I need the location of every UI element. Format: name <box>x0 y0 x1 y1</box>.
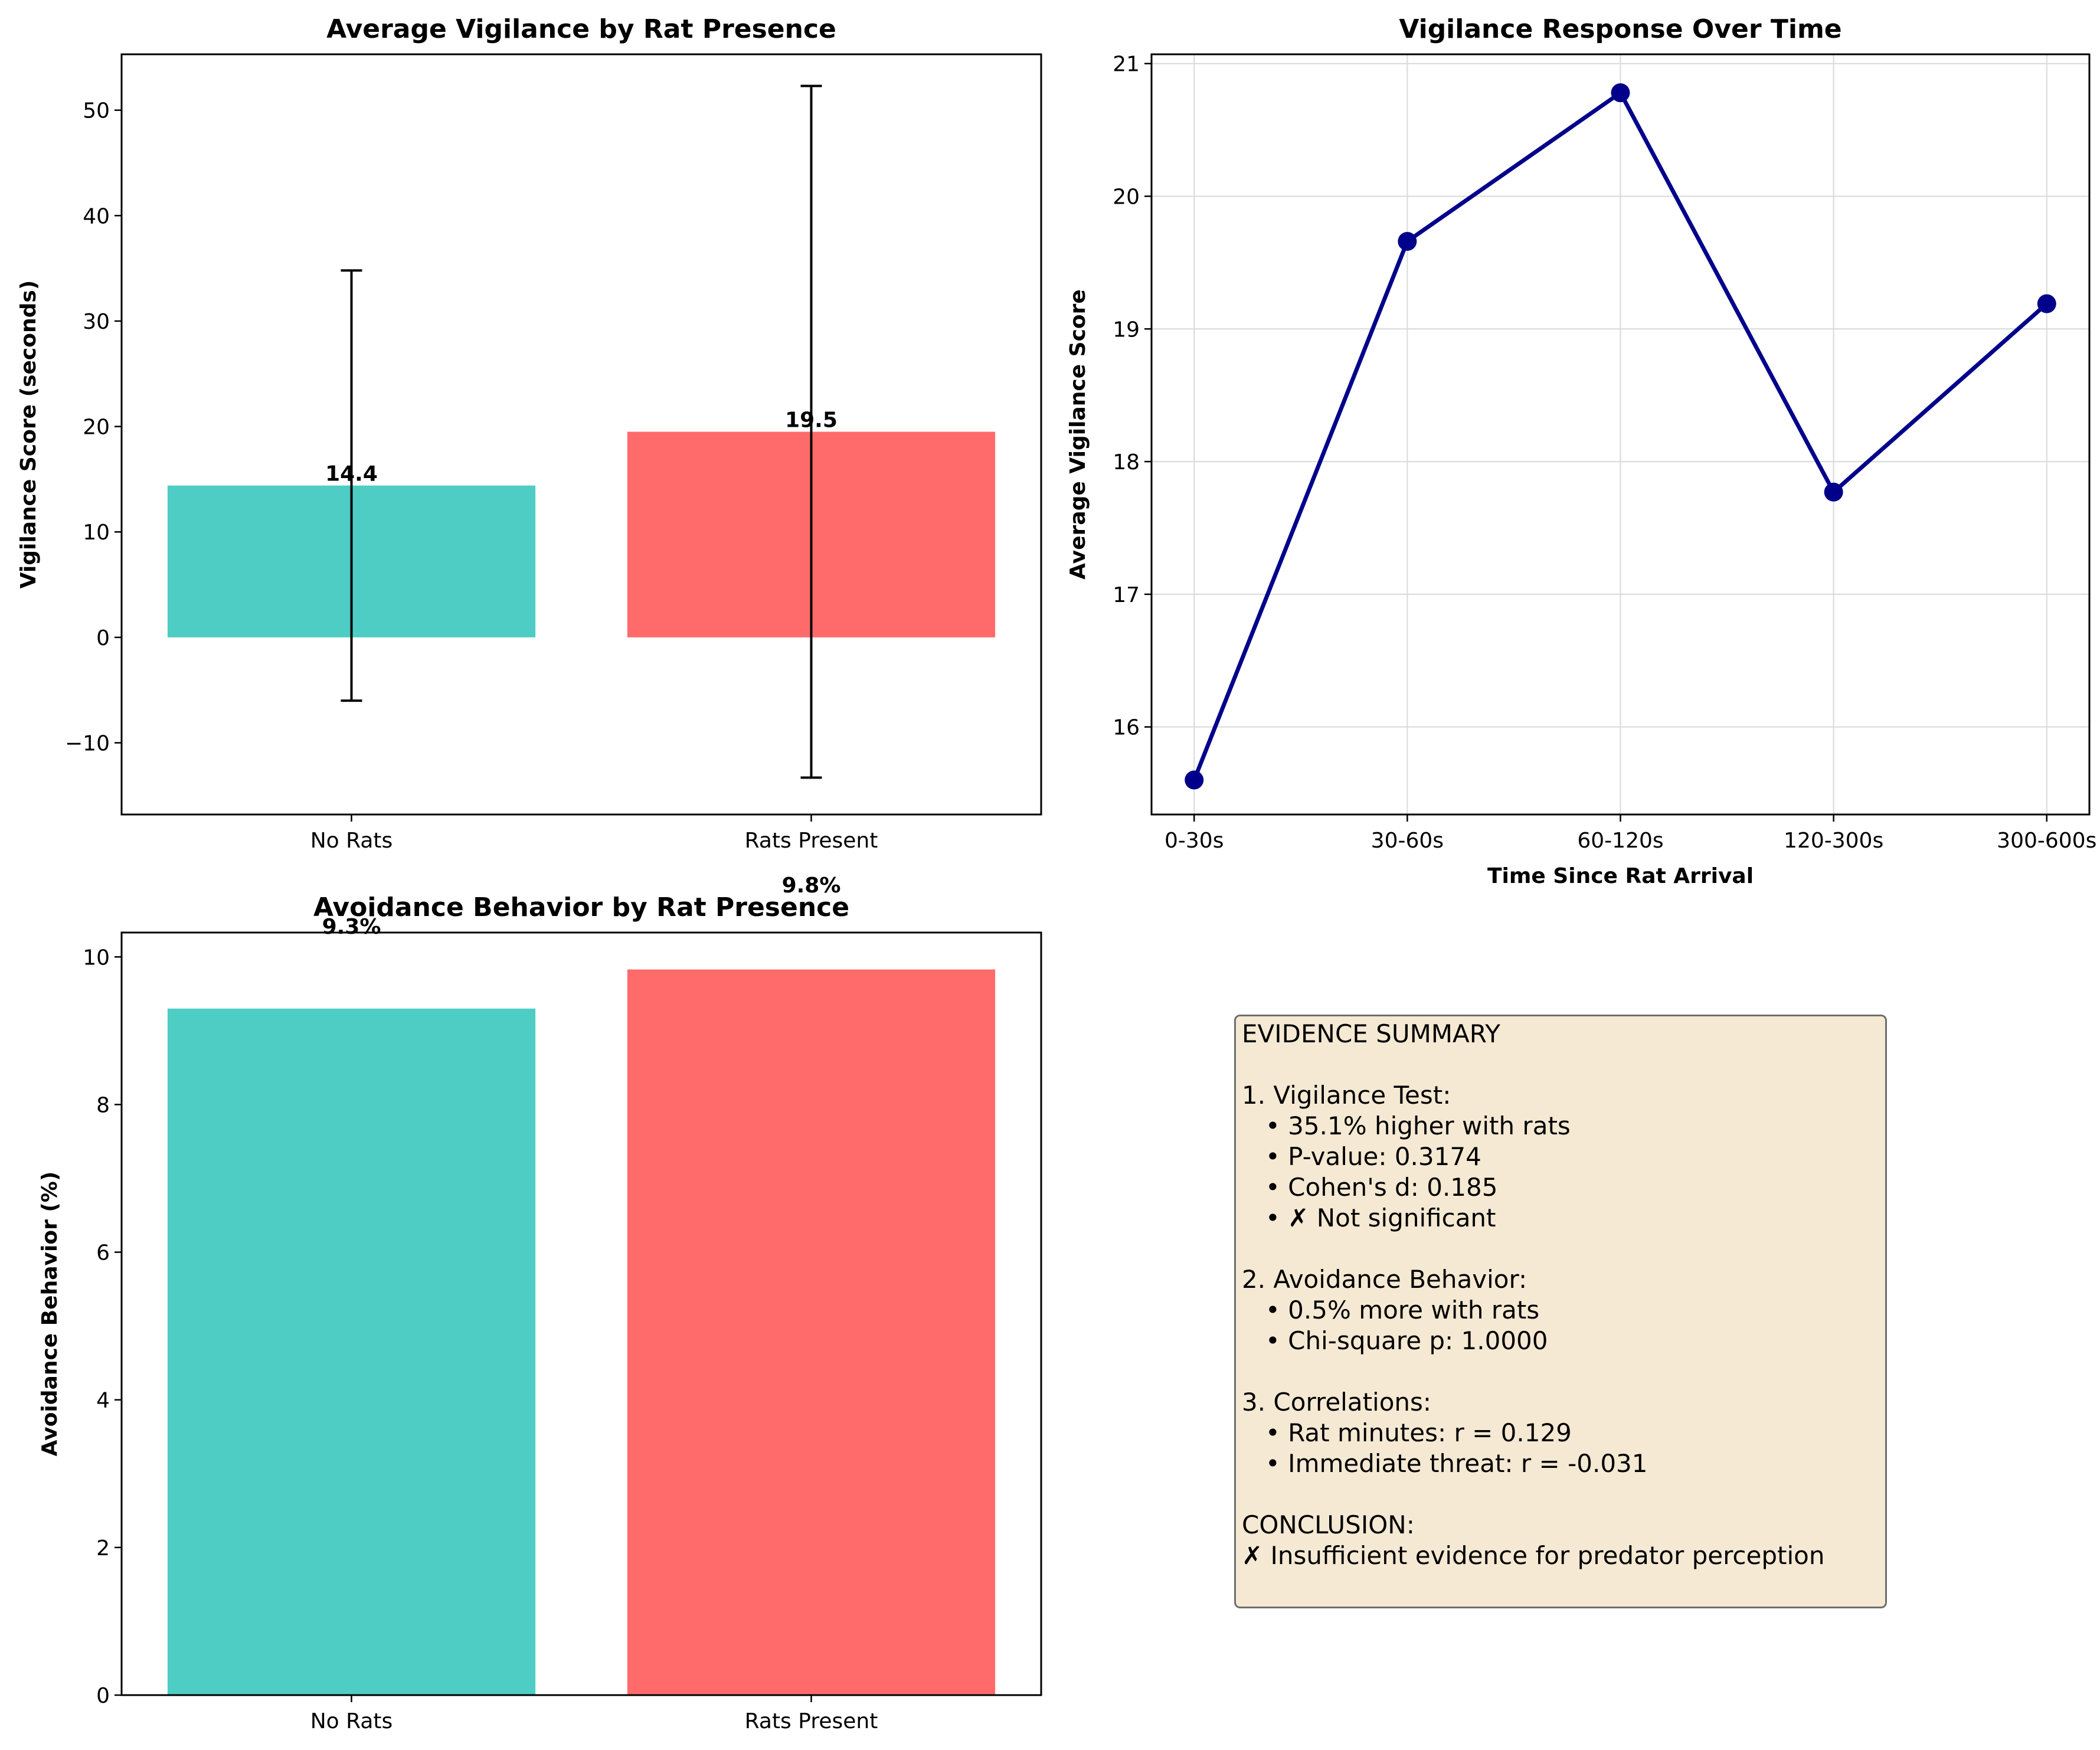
summary-line: • Chi-square p: 1.0000 <box>1242 1326 1548 1355</box>
x-tick-label: 60-120s <box>1577 829 1663 853</box>
y-tick-label: 6 <box>96 1241 110 1265</box>
plot-frame <box>120 931 1042 1696</box>
summary-line: • P-value: 0.3174 <box>1242 1142 1481 1171</box>
data-point <box>1824 482 1843 502</box>
summary-line: • Rat minutes: r = 0.129 <box>1242 1418 1572 1447</box>
summary-line: • 35.1% higher with rats <box>1242 1111 1571 1140</box>
y-tick-label: 10 <box>83 946 110 970</box>
summary-line <box>1242 1356 1879 1387</box>
y-tick-label: 8 <box>96 1093 110 1117</box>
y-tick-label: 40 <box>83 204 110 228</box>
y-axis-label: Vigilance Score (seconds) <box>17 280 41 589</box>
summary-line: • Cohen's d: 0.185 <box>1242 1173 1498 1202</box>
summary-line: 3. Correlations: <box>1242 1388 1432 1417</box>
chart-title: Avoidance Behavior by Rat Presence <box>313 892 849 923</box>
bar <box>627 969 996 1695</box>
summary-line: ✗ Insufficient evidence for predator per… <box>1242 1541 1825 1570</box>
summary-line <box>1242 1049 1879 1080</box>
summary-line: 1. Vigilance Test: <box>1242 1081 1451 1110</box>
data-point <box>1185 770 1204 790</box>
y-tick-label: 4 <box>96 1389 110 1413</box>
y-tick-label: −10 <box>65 732 110 756</box>
summary-line <box>1242 1479 1879 1510</box>
y-tick-label: 21 <box>1113 53 1140 77</box>
data-point <box>1611 83 1630 103</box>
summary-line: • ✗ Not significant <box>1242 1203 1496 1232</box>
y-tick-label: 0 <box>96 1684 110 1708</box>
x-tick-label: Rats Present <box>745 1709 878 1733</box>
bar <box>167 1008 536 1695</box>
vigilance-time-line-chart: Vigilance Response Over Time Average Vigi… <box>1066 14 2096 888</box>
y-tick-label: 0 <box>96 626 110 650</box>
x-tick-label: 120-300s <box>1784 829 1883 853</box>
summary-line: 2. Avoidance Behavior: <box>1242 1265 1527 1294</box>
x-tick-label: 0-30s <box>1165 829 1224 853</box>
avoidance-bar-chart: Avoidance Behavior (%) 0 2 4 6 8 10 9.3% 9.8% No … <box>38 874 1042 1733</box>
x-tick-label: No Rats <box>310 829 393 853</box>
summary-line: • 0.5% more with rats <box>1242 1296 1540 1324</box>
chart-title: Average Vigilance by Rat Presence <box>326 14 836 44</box>
y-tick-label: 20 <box>1113 185 1140 210</box>
bar-value-label: 19.5 <box>785 408 838 433</box>
y-tick-label: 30 <box>83 310 110 334</box>
summary-line: • Immediate threat: r = -0.031 <box>1242 1449 1648 1478</box>
bar-value-label: 9.8% <box>782 874 841 898</box>
y-axis-label: Average Vigilance Score <box>1066 289 1090 580</box>
y-tick-label: 50 <box>83 99 110 123</box>
summary-line: EVIDENCE SUMMARY <box>1242 1019 1500 1048</box>
y-tick-label: 20 <box>83 416 110 440</box>
vigilance-bar-chart: Average Vigilance by Rat Presence Vigilan… <box>17 14 1042 853</box>
y-tick-label: 16 <box>1113 716 1140 740</box>
plot-frame <box>1150 53 2091 816</box>
y-tick-label: 17 <box>1113 583 1140 607</box>
x-tick-label: 30-60s <box>1371 829 1444 853</box>
y-tick-label: 19 <box>1113 318 1140 342</box>
bar-value-label: 14.4 <box>325 462 378 486</box>
chart-title: Vigilance Response Over Time <box>1399 14 1841 44</box>
plot-frame <box>120 53 1042 816</box>
summary-line <box>1242 1234 1879 1264</box>
y-axis-label: Avoidance Behavior (%) <box>38 1172 62 1457</box>
evidence-summary-box: EVIDENCE SUMMARY 1. Vigilance Test: • 35… <box>1234 1015 1887 1608</box>
x-tick-label: 300-600s <box>1997 829 2096 853</box>
y-tick-label: 2 <box>96 1536 110 1561</box>
x-axis-label: Time Since Rat Arrival <box>1487 864 1754 888</box>
data-point <box>2037 294 2056 313</box>
data-point <box>1398 231 1417 251</box>
y-tick-label: 10 <box>83 521 110 545</box>
y-tick-label: 18 <box>1113 450 1140 475</box>
x-tick-label: No Rats <box>310 1709 393 1733</box>
summary-line: CONCLUSION: <box>1242 1510 1415 1539</box>
x-tick-label: Rats Present <box>745 829 878 853</box>
bar-value-label: 9.3% <box>322 915 381 939</box>
